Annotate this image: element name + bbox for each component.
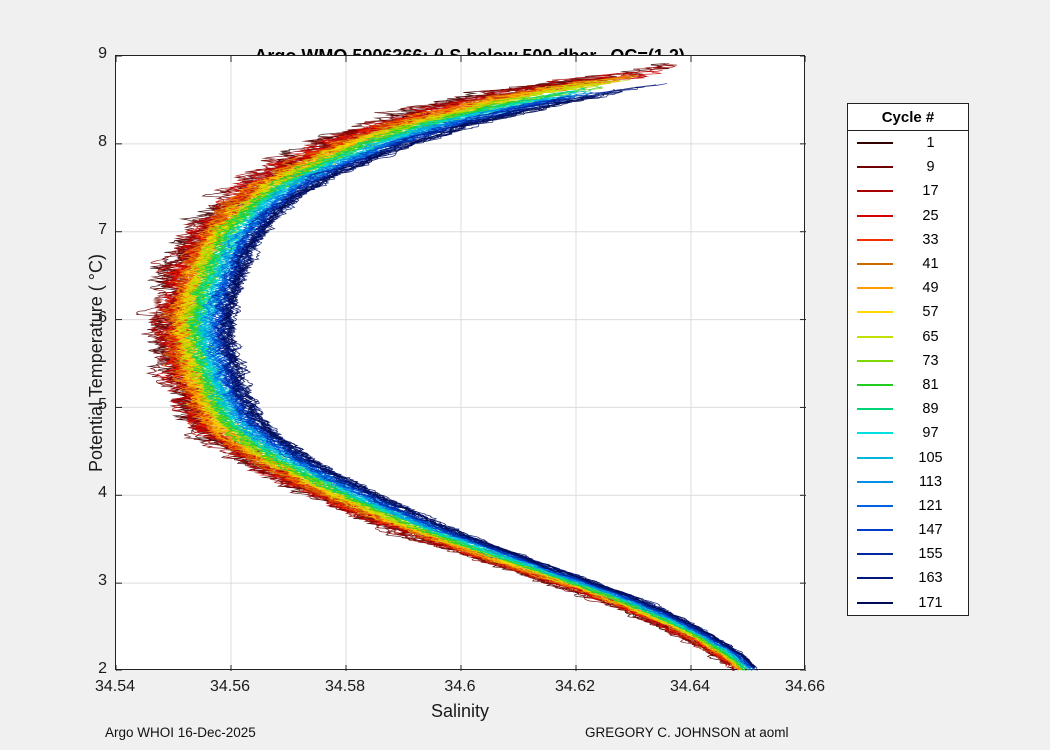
legend-line-swatch xyxy=(857,359,893,362)
legend-cycle-label: 73 xyxy=(922,352,939,369)
legend-entry: 25 xyxy=(848,204,968,228)
legend-entry: 105 xyxy=(848,445,968,469)
x-tick-label: 34.58 xyxy=(324,678,366,695)
legend-entry: 17 xyxy=(848,179,968,203)
legend-entry: 147 xyxy=(848,518,968,542)
legend-cycle-label: 171 xyxy=(918,594,943,611)
legend-cycle-label: 9 xyxy=(926,159,935,176)
legend-line-swatch xyxy=(857,432,893,435)
footer-author-label: GREGORY C. JOHNSON at aoml xyxy=(585,725,789,740)
y-tick-label: 7 xyxy=(98,220,107,238)
legend-entry: 121 xyxy=(848,494,968,518)
legend-cycle-label: 105 xyxy=(918,449,943,466)
legend-line-swatch xyxy=(857,287,893,290)
legend-line-swatch xyxy=(857,529,893,532)
y-tick-label: 6 xyxy=(98,308,107,326)
legend-line-swatch xyxy=(857,408,893,411)
legend-line-swatch xyxy=(857,142,893,145)
legend: Cycle # 1 9 17 25 33 41 49 57 65 73 81 89 97 105 113 12… xyxy=(847,103,969,616)
legend-line-swatch xyxy=(857,601,893,604)
legend-line-swatch xyxy=(857,214,893,217)
y-tick-label: 9 xyxy=(98,45,107,62)
legend-line-swatch xyxy=(857,311,893,314)
y-axis-label: Potential Temperature ( °C) xyxy=(86,254,106,472)
legend-entry: 163 xyxy=(848,566,968,590)
legend-cycle-label: 65 xyxy=(922,328,939,345)
legend-entry: 89 xyxy=(848,397,968,421)
x-tick-label: 34.66 xyxy=(784,678,826,695)
y-tick-label: 8 xyxy=(98,132,107,150)
legend-entry: 73 xyxy=(848,349,968,373)
legend-cycle-label: 81 xyxy=(922,376,939,393)
legend-entry: 9 xyxy=(848,155,968,179)
legend-cycle-label: 89 xyxy=(922,401,939,418)
legend-cycle-label: 97 xyxy=(922,425,939,442)
legend-cycle-label: 163 xyxy=(918,570,943,587)
x-axis-label: Salinity xyxy=(430,701,490,721)
legend-entry: 49 xyxy=(848,276,968,300)
legend-cycle-label: 113 xyxy=(918,473,943,490)
legend-entry: 97 xyxy=(848,421,968,445)
legend-entry: 81 xyxy=(848,373,968,397)
legend-line-swatch xyxy=(857,166,893,169)
legend-cycle-label: 25 xyxy=(922,207,939,224)
legend-cycle-label: 33 xyxy=(922,231,939,248)
legend-cycle-label: 147 xyxy=(918,522,943,539)
y-tick-label: 5 xyxy=(98,396,107,414)
legend-cycle-label: 155 xyxy=(918,546,943,563)
legend-entry: 113 xyxy=(848,470,968,494)
x-tick-label: 34.56 xyxy=(209,678,251,695)
legend-cycle-label: 49 xyxy=(922,280,939,297)
y-tick-label: 2 xyxy=(98,660,107,677)
y-tick-label: 3 xyxy=(98,572,107,590)
legend-entries: 1 9 17 25 33 41 49 57 65 73 81 89 97 105 113 121 147 155 1… xyxy=(848,131,968,615)
plot-area xyxy=(115,55,806,671)
legend-line-swatch xyxy=(857,553,893,556)
legend-line-swatch xyxy=(857,456,893,459)
footer-source-label: Argo WHOI 16-Dec-2025 xyxy=(105,725,256,740)
legend-cycle-label: 17 xyxy=(922,183,939,200)
x-tick-label: 34.6 xyxy=(444,678,476,695)
legend-entry: 33 xyxy=(848,228,968,252)
legend-line-swatch xyxy=(857,480,893,483)
x-tick-label: 34.64 xyxy=(669,678,711,695)
legend-entry: 171 xyxy=(848,591,968,615)
legend-line-swatch xyxy=(857,263,893,266)
x-tick-label: 34.62 xyxy=(554,678,596,695)
legend-cycle-label: 41 xyxy=(922,256,939,273)
legend-line-swatch xyxy=(857,238,893,241)
legend-line-swatch xyxy=(857,335,893,338)
legend-entry: 155 xyxy=(848,542,968,566)
y-tick-label: 4 xyxy=(98,484,107,502)
legend-entry: 1 xyxy=(848,131,968,155)
legend-line-swatch xyxy=(857,190,893,193)
legend-entry: 41 xyxy=(848,252,968,276)
legend-line-swatch xyxy=(857,504,893,507)
legend-entry: 57 xyxy=(848,300,968,324)
legend-entry: 65 xyxy=(848,325,968,349)
legend-line-swatch xyxy=(857,577,893,580)
theta-s-curves-canvas xyxy=(116,56,806,671)
legend-cycle-label: 57 xyxy=(922,304,939,321)
legend-cycle-label: 121 xyxy=(918,497,943,514)
legend-line-swatch xyxy=(857,383,893,386)
x-tick-label: 34.54 xyxy=(94,678,136,695)
legend-title: Cycle # xyxy=(848,104,968,131)
legend-cycle-label: 1 xyxy=(926,135,935,152)
